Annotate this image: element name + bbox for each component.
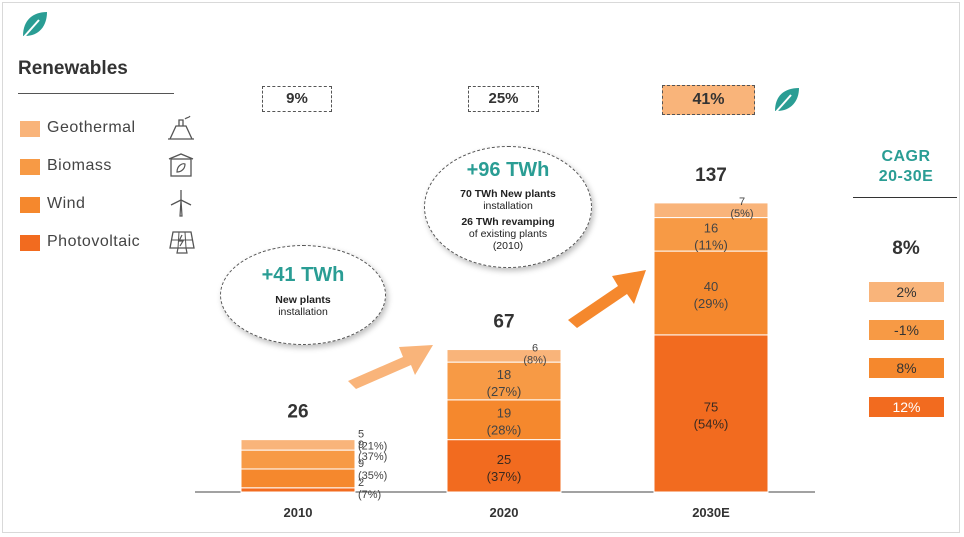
cagr-wind: 8% [869, 358, 944, 378]
callout-value: +41 TWh [261, 264, 345, 286]
legend-label: Photovoltaic [47, 233, 141, 250]
bar-segment-biomass-2010 [240, 449, 356, 470]
callout-line: (2010) [492, 240, 524, 252]
cagr-biomass: -1% [869, 320, 944, 340]
bar-total-label: 137 [695, 165, 727, 186]
data-label: 9 (37%) [358, 439, 387, 463]
x-tick-label: 2010 [284, 505, 313, 520]
wind-turbine-icon [170, 190, 192, 217]
data-label: 5 (21%) [358, 429, 387, 453]
bar-segment-biomass-2020 [446, 361, 562, 401]
bar-segment-wind-2030e [653, 250, 769, 336]
data-label: 6 (8%) [523, 343, 546, 367]
bar-segment-photovoltaic-2020 [446, 439, 562, 493]
share-box-2010: 9% [262, 86, 332, 112]
callout-line: New plants [275, 294, 331, 306]
cagr-divider [853, 197, 957, 198]
bar-segment-wind-2020 [446, 399, 562, 441]
callout-2010: +41 TWh New plants installation [220, 245, 386, 345]
page-title: Renewables [18, 58, 128, 79]
cagr-total: 8% [892, 238, 920, 259]
callout-line: of existing plants [468, 228, 548, 240]
leaf-icon [774, 88, 799, 114]
legend-swatch [20, 235, 40, 251]
growth-arrow-2010-2020 [348, 345, 433, 389]
geothermal-icon [168, 115, 194, 140]
bar-total-label: 26 [287, 402, 308, 423]
bar-segment-biomass-2030e [653, 217, 769, 252]
bar-segment-wind-2010 [240, 468, 356, 489]
cagr-geothermal: 2% [869, 282, 944, 302]
biomass-icon [168, 153, 194, 177]
bar-segment-geothermal-2010 [240, 439, 356, 451]
growth-arrow-2020-2030e [568, 270, 646, 328]
data-label: 16 (11%) [694, 220, 728, 252]
callout-line: installation [278, 306, 328, 318]
cagr-title-line2: 20-30E [878, 168, 934, 185]
callout-line: installation [483, 200, 533, 212]
bar-segment-geothermal-2020 [446, 349, 562, 363]
legend-swatch [20, 159, 40, 175]
cagr-photovoltaic: 12% [869, 397, 944, 417]
legend-swatch [20, 121, 40, 137]
data-label: 18 (27%) [487, 367, 522, 399]
data-label: 9 (35%) [358, 458, 387, 482]
bar-segment-photovoltaic-2010 [240, 487, 356, 493]
bar-segment-geothermal-2030e [653, 202, 769, 219]
data-label: 75 (54%) [694, 399, 729, 431]
callout-value: +96 TWh [466, 159, 550, 181]
cagr-title-line1: CAGR [881, 148, 931, 165]
legend-label: Biomass [47, 157, 112, 174]
leaf-icon [22, 12, 47, 39]
cagr-heading: CAGR 20-30E [866, 147, 946, 187]
legend-label: Geothermal [47, 119, 136, 136]
bar-total-label: 67 [493, 312, 514, 333]
data-label: 40 (29%) [694, 279, 729, 311]
data-label: 2 (7%) [358, 477, 381, 501]
solar-panel-icon [169, 231, 195, 254]
bar-segment-photovoltaic-2030e [653, 334, 769, 493]
x-tick-label: 2030E [692, 505, 730, 520]
x-tick-label: 2020 [490, 505, 519, 520]
data-label: 7 (5%) [730, 196, 753, 220]
callout-line: 26 TWh revamping [461, 216, 555, 228]
legend-swatch [20, 197, 40, 213]
title-divider [18, 93, 174, 94]
callout-2020: +96 TWh 70 TWh New plants installation 2… [424, 146, 592, 268]
legend-label: Wind [47, 195, 86, 212]
share-box-2020: 25% [468, 86, 539, 112]
callout-line: 70 TWh New plants [460, 188, 556, 200]
data-label: 19 (28%) [487, 406, 522, 438]
share-box-2030e: 41% [662, 85, 755, 115]
data-label: 25 (37%) [487, 452, 522, 484]
